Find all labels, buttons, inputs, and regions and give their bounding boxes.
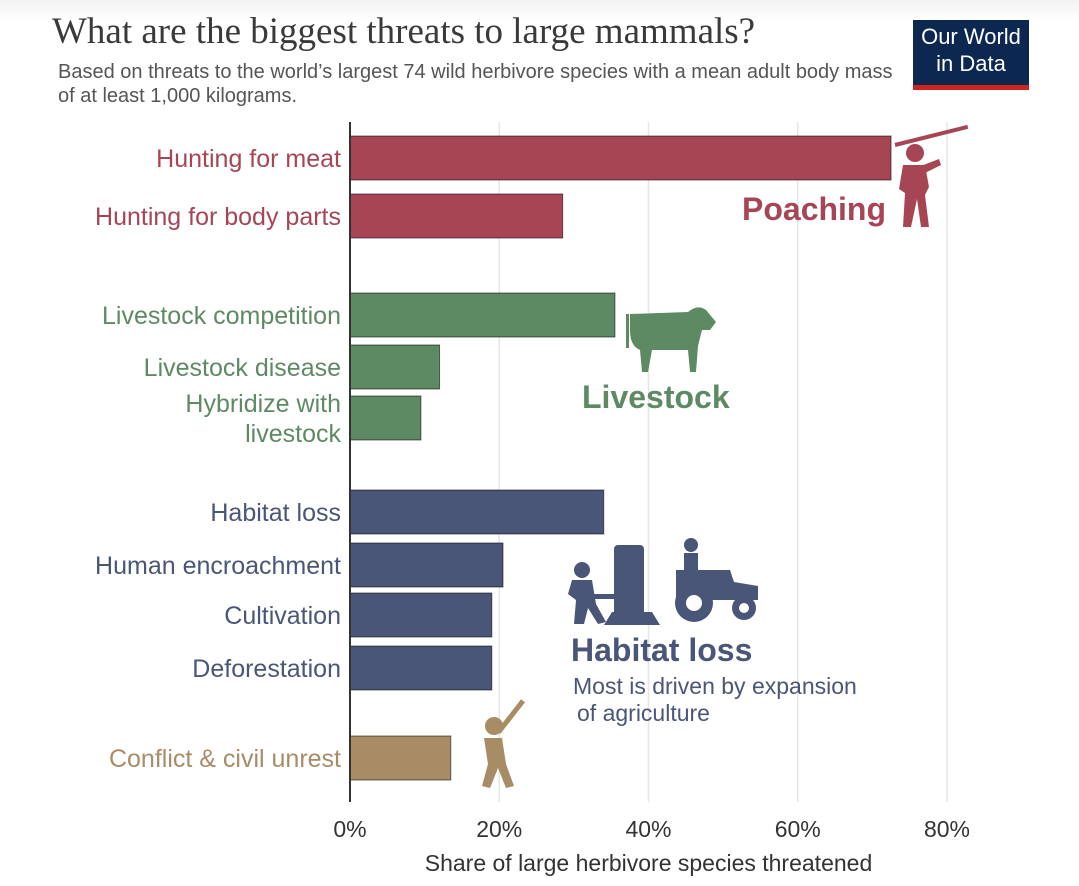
logo-line-2: in Data <box>936 51 1006 76</box>
chart-subtitle: Based on threats to the world’s largest … <box>58 61 893 107</box>
category-label: Deforestation <box>192 655 341 683</box>
group-annotation: Poaching <box>742 191 886 227</box>
x-tick-label: 0% <box>333 816 366 842</box>
category-label: Hunting for meat <box>156 145 341 173</box>
group-annotation: Livestock <box>582 379 730 415</box>
category-label: Conflict & civil unrest <box>109 745 341 773</box>
top-bar <box>0 0 1079 20</box>
owid-logo[interactable]: Our World in Data <box>913 20 1029 90</box>
category-label: Habitat loss <box>210 499 341 527</box>
icons <box>482 124 969 788</box>
x-tick-label: 40% <box>625 816 671 842</box>
x-tick-label: 60% <box>775 816 821 842</box>
category-label: Livestock competition <box>102 302 341 330</box>
bar-habitat-loss <box>349 645 493 691</box>
category-label: Human encroachment <box>95 552 341 580</box>
category-labels: Hunting for meat Hunting for body parts Li… <box>95 145 341 773</box>
bar-conflict <box>349 735 452 781</box>
category-label: Hunting for body parts <box>95 203 341 231</box>
logo-line-1: Our World <box>921 24 1021 49</box>
bar-livestock <box>349 292 616 338</box>
bar-habitat-loss <box>349 542 504 588</box>
bars <box>349 135 892 781</box>
bar-habitat-loss <box>349 489 605 535</box>
x-tick-label: 20% <box>476 816 522 842</box>
bar-livestock <box>349 344 441 390</box>
x-axis-title: Share of large herbivore species threate… <box>425 850 873 876</box>
soldier-icon <box>482 699 525 788</box>
chart-title: What are the biggest threats to large ma… <box>52 11 756 52</box>
hunter-icon <box>894 124 969 227</box>
bar-habitat-loss <box>349 592 493 638</box>
cow-icon <box>626 307 716 372</box>
group-note: of agriculture <box>577 700 710 726</box>
tree-stump-icon <box>614 545 644 623</box>
category-label: Hybridize with <box>185 390 341 418</box>
x-tick-label: 80% <box>924 816 970 842</box>
group-note: Most is driven by expansion <box>573 673 857 699</box>
habitat-loss-icons <box>568 538 758 625</box>
annotations: Poaching Livestock Habitat loss Most is dri… <box>571 191 886 726</box>
tractor-icon <box>675 538 758 622</box>
bar-poaching <box>349 193 564 239</box>
bar-poaching <box>349 135 892 181</box>
category-label: livestock <box>245 420 341 448</box>
x-axis: 0% 20% 40% 60% 80% Share of large herbivore s… <box>333 122 970 876</box>
category-label: Cultivation <box>224 602 341 630</box>
category-label: Livestock disease <box>144 354 341 382</box>
bar-livestock <box>349 395 422 441</box>
tree-roots-icon <box>604 612 660 625</box>
group-annotation: Habitat loss <box>571 632 752 668</box>
woodcutter-icon <box>568 562 614 624</box>
